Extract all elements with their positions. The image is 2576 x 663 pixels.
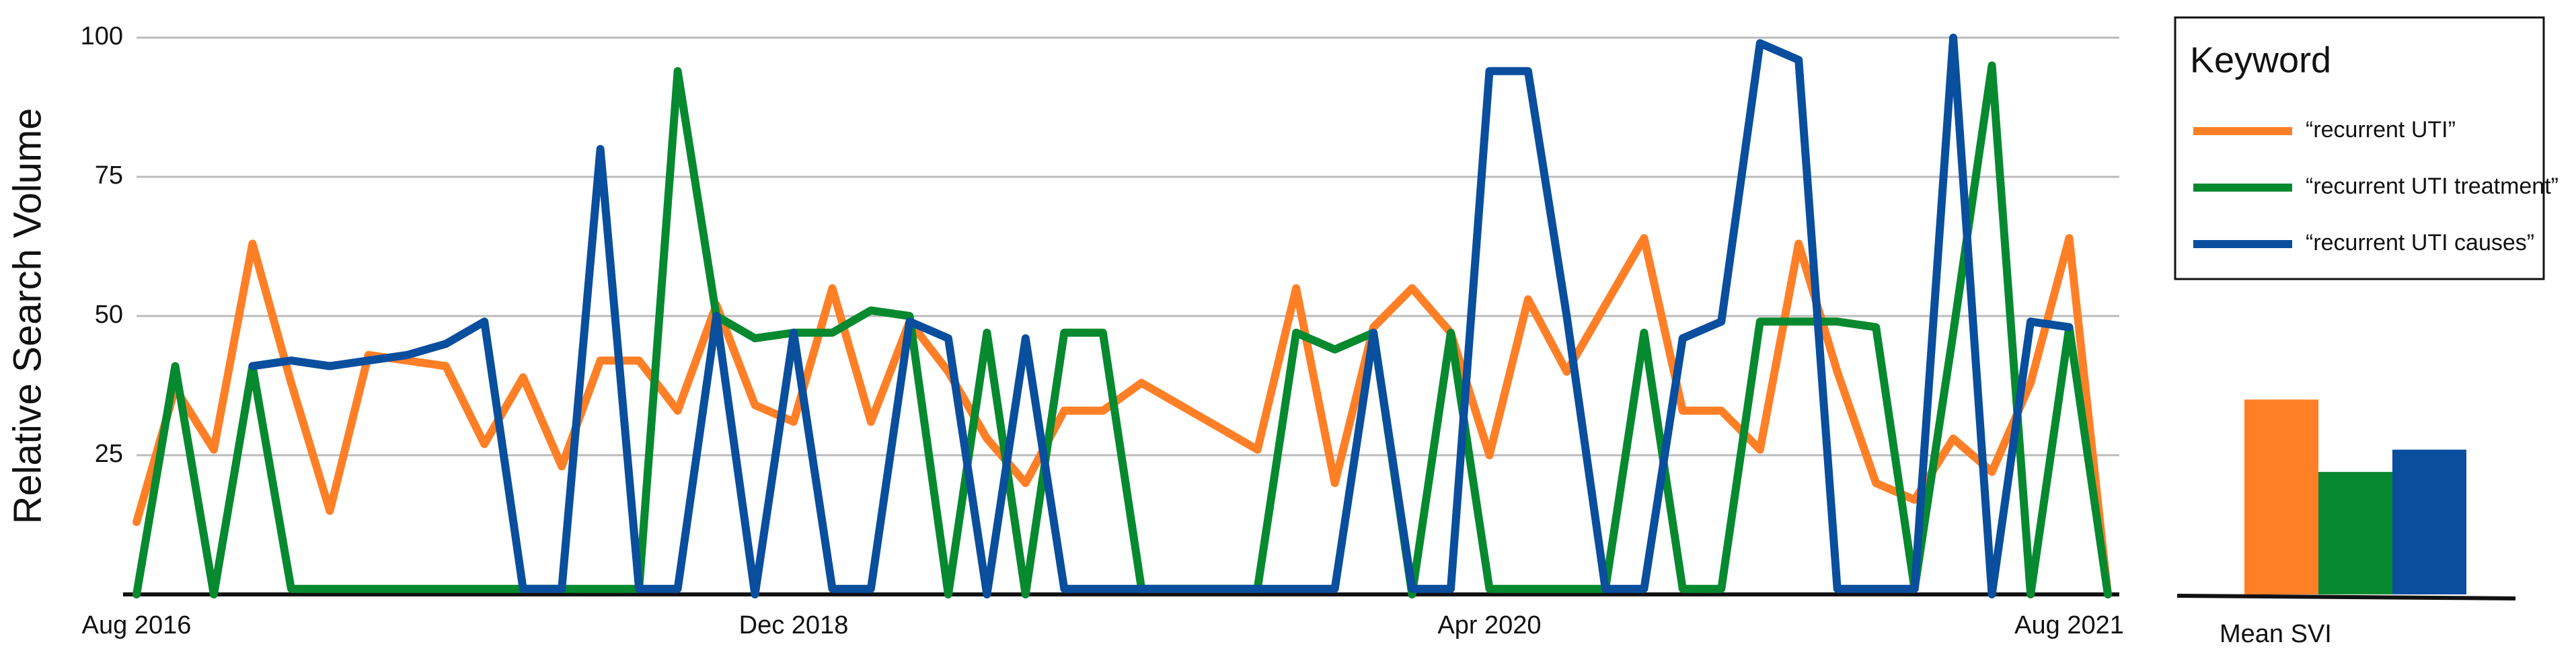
- x-tick-label: Aug 2016: [82, 611, 192, 639]
- y-tick-label: 75: [95, 161, 123, 190]
- bar: [2318, 471, 2392, 594]
- legend-label: “recurrent UTI causes”: [2306, 230, 2534, 256]
- data-line: [132, 61, 2112, 598]
- y-tick-label: 50: [95, 301, 123, 329]
- y-tick-label: 100: [81, 22, 123, 50]
- y-axis-label: Relative Search Volume: [5, 108, 49, 524]
- data-line: [132, 234, 2112, 598]
- legend-label: “recurrent UTI treatment”: [2306, 173, 2559, 199]
- y-tick-label: 25: [95, 440, 123, 468]
- legend-label: “recurrent UTI”: [2306, 117, 2456, 143]
- x-tick-label: Dec 2018: [739, 611, 849, 639]
- legend-title: Keyword: [2190, 40, 2331, 80]
- data-line: [248, 34, 2074, 598]
- bar: [2392, 449, 2466, 594]
- x-tick-label: Aug 2021: [2014, 611, 2124, 639]
- bar-baseline: [2176, 594, 2516, 600]
- bar: [2244, 399, 2318, 594]
- x-tick-label: Apr 2020: [1437, 611, 1541, 639]
- bar-x-label: Mean SVI: [2220, 620, 2332, 648]
- legend-box: [2174, 16, 2545, 280]
